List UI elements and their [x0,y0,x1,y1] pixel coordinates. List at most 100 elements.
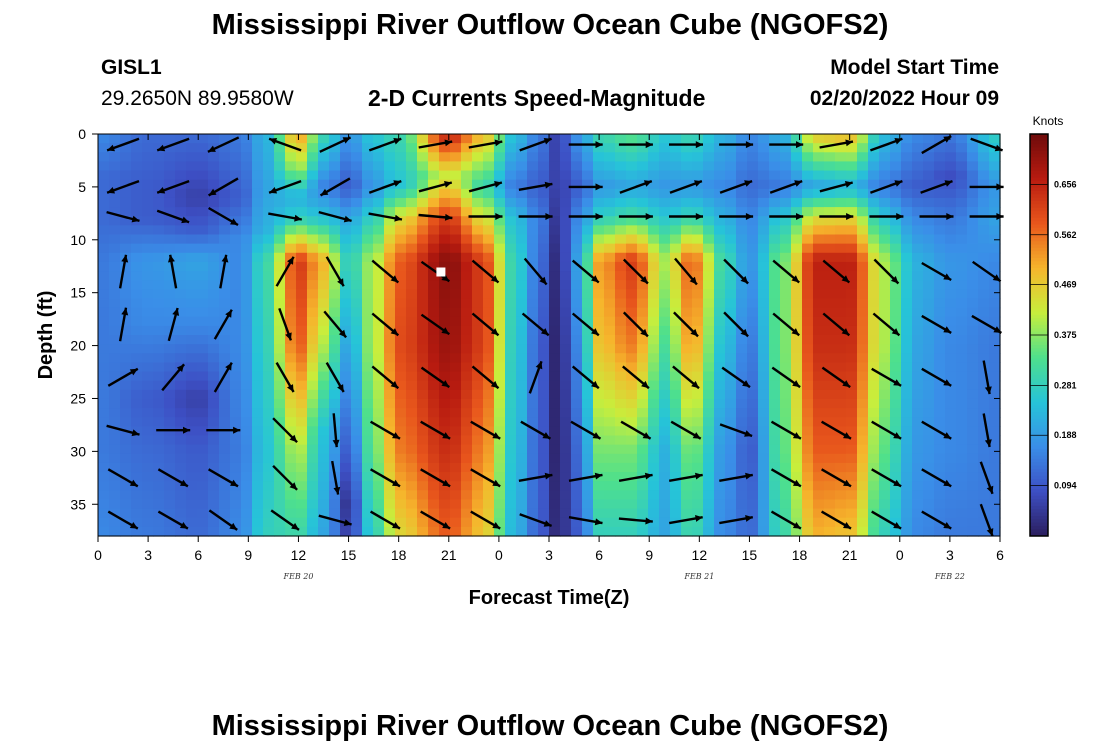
heatmap-cell [736,298,748,309]
heatmap-cell [461,143,473,153]
heatmap-cell [989,344,1001,354]
heatmap-cell [318,216,330,226]
current-vector [970,137,1004,152]
heatmap-cell [197,179,209,190]
heatmap-cell [373,472,385,482]
heatmap-cell [769,444,781,455]
heatmap-cell [384,380,396,391]
heatmap-cell [505,307,517,318]
heatmap-cell [923,444,935,455]
heatmap-cell [835,462,847,473]
heatmap-cell [384,389,396,400]
heatmap-cell [494,325,506,336]
heatmap-cell [681,499,693,510]
heatmap-cell [615,499,627,510]
heatmap-cell [615,517,627,528]
heatmap-cell [780,243,792,254]
heatmap-cell [318,508,330,519]
heatmap-cell [428,280,440,290]
heatmap-cell [934,499,946,510]
heatmap-cell [736,508,748,519]
heatmap-cell [329,134,341,144]
heatmap-cell [472,481,484,491]
heatmap-cell [197,426,209,437]
heatmap-cell [593,271,605,281]
heatmap-cell [747,435,759,446]
heatmap-cell [450,179,462,190]
heatmap-cell [483,490,495,501]
heatmap-cell [802,152,814,163]
heatmap-cell [560,444,572,455]
heatmap-cell [505,490,517,501]
heatmap-cell [703,417,715,427]
heatmap-cell [615,472,627,482]
heatmap-cell [274,188,286,199]
heatmap-cell [747,472,759,482]
heatmap-cell [890,188,902,199]
heatmap-cell [505,161,517,172]
heatmap-cell [560,325,572,336]
heatmap-cell [472,152,484,163]
heatmap-cell [538,161,550,172]
heatmap-cell [439,207,451,217]
heatmap-cell [648,280,660,290]
heatmap-cell [263,316,275,327]
current-vector [523,257,548,286]
heatmap-cell [681,280,693,290]
heatmap-cell [439,335,451,345]
heatmap-cell [373,398,385,409]
heatmap-cell [703,298,715,309]
heatmap-cell [879,517,891,528]
current-vector [325,256,345,287]
heatmap-cell [758,252,770,263]
heatmap-cell [582,380,594,391]
heatmap-cell [186,225,198,236]
heatmap-cell [670,426,682,437]
heatmap-cell [527,289,539,300]
heatmap-cell [505,197,517,208]
heatmap-cell [901,499,913,510]
heatmap-cell [428,298,440,309]
heatmap-cell [725,243,737,254]
heatmap-cell [109,380,121,391]
heatmap-cell [98,188,110,199]
heatmap-cell [637,389,649,400]
heatmap-cell [395,389,407,400]
heatmap-cell [252,371,264,382]
heatmap-cell [472,389,484,400]
heatmap-cell [153,225,165,236]
heatmap-cell [362,362,374,373]
heatmap-cell [417,499,429,510]
heatmap-cell [670,225,682,236]
heatmap-cell [648,271,660,281]
heatmap-cell [351,426,363,437]
current-vector [270,509,300,531]
heatmap-cell [263,371,275,382]
heatmap-cell [648,134,660,144]
heatmap-cell [428,526,440,537]
heatmap-cell [208,353,220,364]
heatmap-cell [934,170,946,181]
heatmap-cell [252,353,264,364]
heatmap-cell [241,481,253,491]
heatmap-cell [461,170,473,181]
heatmap-cell [956,362,968,373]
heatmap-cell [175,517,187,528]
heatmap-cell [373,289,385,300]
heatmap-cell [549,207,561,217]
heatmap-cell [285,508,297,519]
heatmap-cell [197,170,209,181]
heatmap-cell [659,526,671,537]
heatmap-cell [153,408,165,418]
heatmap-cell [197,490,209,501]
heatmap-cell [978,398,990,409]
heatmap-cell [615,225,627,236]
heatmap-cell [241,261,253,272]
heatmap-cell [923,307,935,318]
heatmap-cell [483,234,495,245]
heatmap-cell [362,526,374,537]
heatmap-cell [857,508,869,519]
heatmap-cell [945,216,957,226]
heatmap-cell [307,325,319,336]
heatmap-cell [109,408,121,418]
